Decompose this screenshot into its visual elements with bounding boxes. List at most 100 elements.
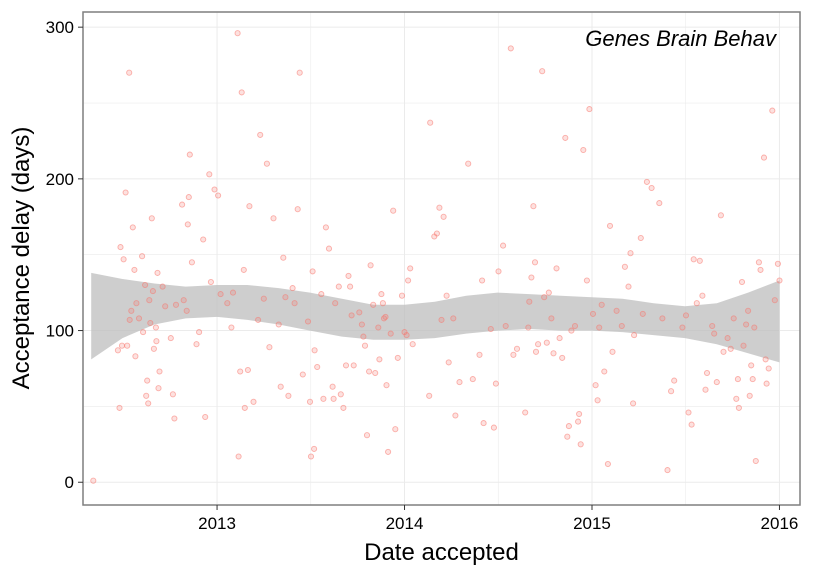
x-tick-label: 2014 (386, 514, 424, 533)
data-point (309, 268, 316, 275)
data-point (148, 215, 155, 222)
data-point (668, 388, 675, 395)
data-point (440, 213, 447, 220)
data-point (235, 453, 242, 460)
data-point (139, 253, 146, 260)
data-point (580, 146, 587, 154)
data-point (720, 348, 727, 355)
data-point (367, 262, 374, 269)
data-point (510, 351, 517, 358)
data-point (702, 386, 709, 393)
data-point (526, 298, 533, 305)
data-point (304, 318, 312, 325)
data-point (532, 348, 540, 355)
data-point (490, 424, 497, 431)
x-axis-title: Date accepted (364, 539, 519, 566)
data-point (330, 395, 337, 402)
data-point (180, 297, 187, 304)
data-point (132, 353, 139, 360)
data-point (427, 119, 434, 126)
data-point (740, 342, 747, 349)
data-point (438, 316, 445, 323)
data-point (774, 260, 781, 267)
data-point (322, 224, 329, 231)
data-point (492, 380, 499, 387)
data-point (682, 312, 690, 319)
data-point (609, 348, 616, 355)
data-point (250, 398, 257, 405)
data-point (604, 460, 611, 468)
data-point (688, 421, 695, 428)
data-point (124, 342, 131, 349)
data-point (366, 368, 373, 375)
data-point (385, 448, 392, 455)
data-point (126, 69, 133, 76)
data-point (476, 351, 483, 358)
data-point (350, 362, 357, 369)
data-point (306, 398, 314, 405)
data-point (589, 310, 597, 317)
data-point (713, 379, 720, 386)
data-point (167, 335, 174, 342)
data-point (433, 230, 440, 237)
data-point (592, 382, 599, 389)
data-point (229, 289, 237, 296)
data-point (162, 303, 169, 310)
data-point (727, 345, 734, 352)
data-point (296, 69, 303, 76)
data-point (469, 376, 476, 383)
data-point (765, 365, 772, 372)
data-point (664, 467, 671, 474)
data-point (378, 291, 385, 298)
data-point (409, 341, 416, 348)
data-point (241, 404, 248, 411)
data-point (631, 332, 638, 339)
data-point (234, 30, 241, 37)
data-point (648, 184, 655, 192)
data-point (748, 362, 755, 369)
data-point (217, 291, 224, 298)
data-point (443, 292, 450, 299)
data-point (733, 395, 740, 402)
data-point (541, 294, 548, 301)
data-point (577, 441, 584, 448)
data-point (724, 335, 731, 342)
data-point (122, 189, 129, 196)
data-point (149, 288, 156, 295)
data-point (358, 321, 365, 328)
data-point (745, 307, 752, 314)
data-point (211, 186, 218, 193)
data-point (525, 324, 532, 331)
x-axis-ticks: 2013 2014 2015 2016 (198, 505, 798, 533)
data-point (502, 322, 509, 330)
data-point (480, 420, 487, 427)
data-point (751, 324, 758, 331)
data-point (390, 207, 397, 214)
plot-background (83, 12, 800, 505)
data-point (348, 312, 355, 319)
data-point (147, 319, 154, 327)
data-point (150, 345, 157, 352)
data-point (530, 203, 537, 210)
y-tick-label: 300 (46, 18, 74, 37)
data-point (277, 383, 284, 390)
y-axis-ticks: 0 100 200 300 (46, 18, 83, 492)
data-point (755, 259, 762, 266)
data-point (318, 291, 325, 298)
data-point (320, 395, 327, 402)
data-point (656, 200, 663, 207)
data-point (340, 404, 347, 411)
data-point (659, 315, 666, 322)
data-point (260, 295, 267, 302)
data-point (128, 307, 135, 314)
data-point (436, 204, 443, 211)
data-point (294, 206, 301, 213)
data-point (257, 131, 264, 138)
data-point (528, 274, 535, 281)
data-point (679, 324, 686, 331)
x-tick-label: 2013 (198, 514, 236, 533)
data-point (696, 257, 703, 264)
data-point (513, 345, 521, 352)
data-point (142, 281, 149, 289)
data-point (196, 329, 203, 336)
